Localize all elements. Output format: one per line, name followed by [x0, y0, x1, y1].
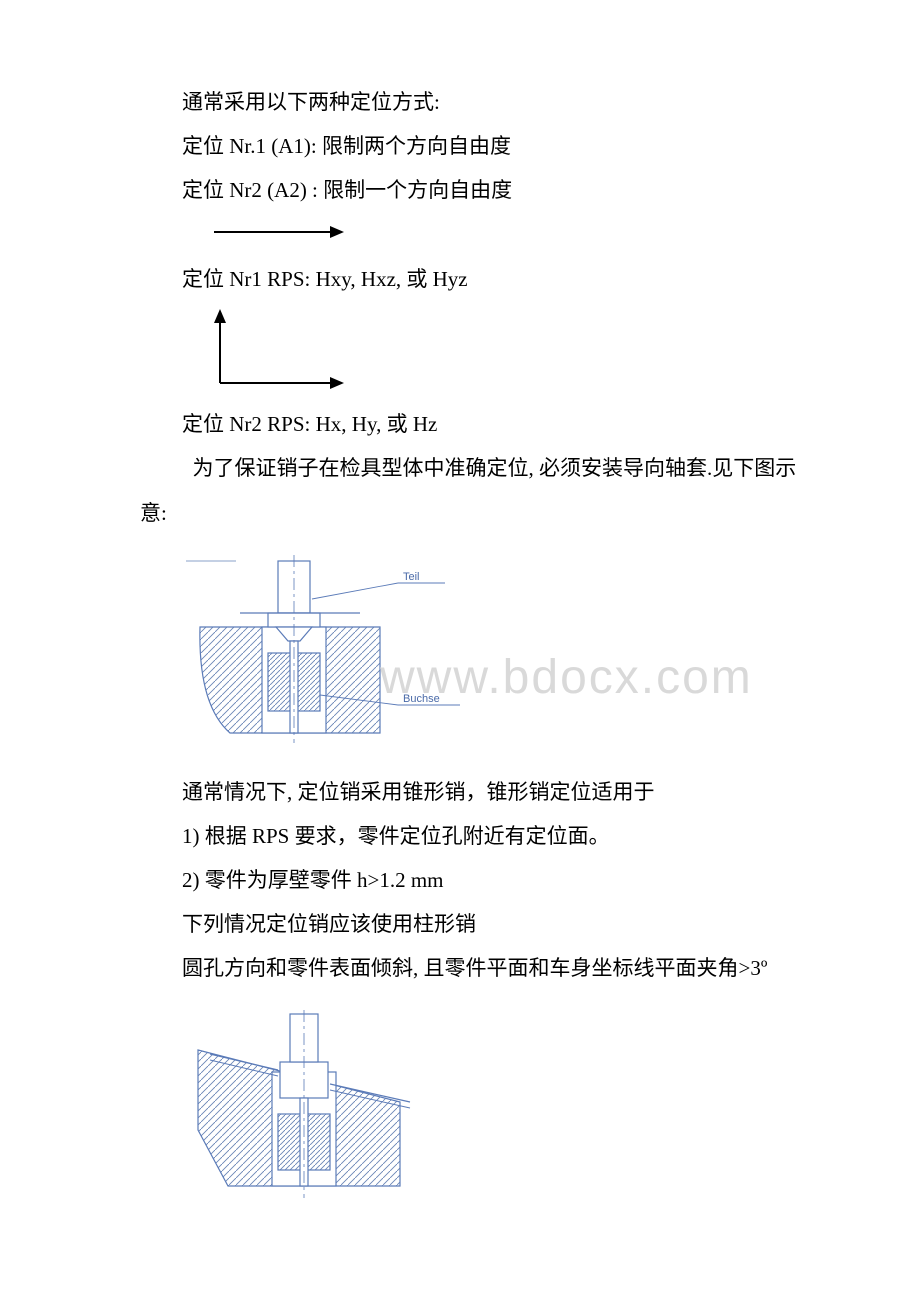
para-4: 定位 Nr1 RPS: Hxy, Hxz, 或 Hyz: [140, 257, 820, 301]
para-10: 下列情况定位销应该使用柱形销: [140, 902, 820, 946]
para-2: 定位 Nr.1 (A1): 限制两个方向自由度: [140, 124, 820, 168]
para-5: 定位 Nr2 RPS: Hx, Hy, 或 Hz: [140, 402, 820, 446]
para-9: 2) 零件为厚壁零件 h>1.2 mm: [140, 858, 820, 902]
label-teil: Teil: [403, 571, 420, 583]
para-3: 定位 Nr2 (A2) : 限制一个方向自由度: [140, 168, 820, 212]
para-11: 圆孔方向和零件表面倾斜, 且零件平面和车身坐标线平面夹角>3º: [140, 946, 820, 990]
para-7: 通常情况下, 定位销采用锥形销，锥形销定位适用于: [140, 770, 820, 814]
para-8: 1) 根据 RPS 要求，零件定位孔附近有定位面。: [140, 814, 820, 858]
para-1: 通常采用以下两种定位方式:: [140, 80, 820, 124]
para-6: 为了保证销子在检具型体中准确定位, 必须安装导向轴套.见下图示意:: [140, 446, 820, 534]
arrow-l-shape: [210, 309, 820, 394]
arrow-single-horizontal: [210, 220, 820, 249]
diagram-inclined-cylinder-pin: [180, 1010, 820, 1205]
label-buchse: Buchse: [403, 693, 440, 705]
diagram-guide-sleeve: Teil Buchse: [180, 555, 820, 750]
